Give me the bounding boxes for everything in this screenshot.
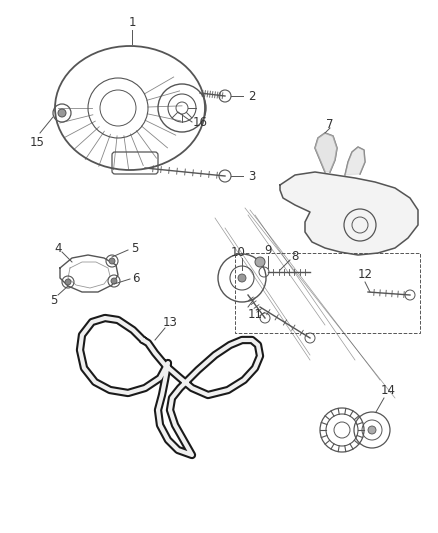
Circle shape xyxy=(109,258,115,264)
Text: 12: 12 xyxy=(357,269,372,281)
Text: 5: 5 xyxy=(131,241,139,254)
Text: 6: 6 xyxy=(132,272,140,286)
Text: 9: 9 xyxy=(264,244,272,256)
Text: 14: 14 xyxy=(381,384,396,397)
Circle shape xyxy=(58,109,66,117)
Text: 10: 10 xyxy=(230,246,245,259)
Polygon shape xyxy=(280,172,418,255)
Text: 3: 3 xyxy=(248,169,256,182)
Text: 7: 7 xyxy=(326,118,334,132)
Text: 1: 1 xyxy=(128,15,136,28)
Polygon shape xyxy=(345,147,365,175)
Bar xyxy=(235,253,420,333)
Text: 15: 15 xyxy=(29,135,44,149)
Circle shape xyxy=(65,279,71,285)
Text: 2: 2 xyxy=(248,90,256,102)
Text: 8: 8 xyxy=(291,249,299,262)
Text: 16: 16 xyxy=(192,116,208,128)
Text: 13: 13 xyxy=(162,316,177,328)
Circle shape xyxy=(255,257,265,267)
Circle shape xyxy=(368,426,376,434)
Text: 5: 5 xyxy=(50,294,58,306)
Polygon shape xyxy=(315,133,337,172)
Circle shape xyxy=(238,274,246,282)
Text: 11: 11 xyxy=(247,309,262,321)
Circle shape xyxy=(111,278,117,284)
Text: 4: 4 xyxy=(54,241,62,254)
